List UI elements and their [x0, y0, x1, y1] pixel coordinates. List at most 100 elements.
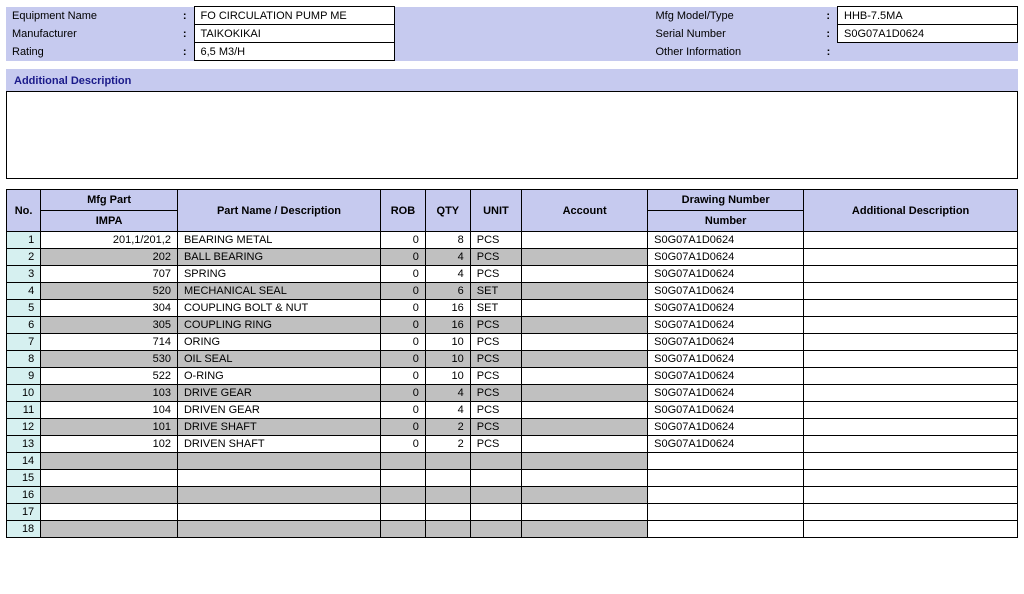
cell-qty[interactable]: 4	[425, 249, 470, 266]
cell-account[interactable]	[522, 351, 648, 368]
cell-mfg-part[interactable]	[41, 504, 178, 521]
cell-account[interactable]	[522, 419, 648, 436]
cell-rob[interactable]: 0	[381, 232, 426, 249]
cell-account[interactable]	[522, 402, 648, 419]
cell-unit[interactable]: PCS	[470, 266, 521, 283]
cell-part-name[interactable]	[177, 453, 380, 470]
cell-unit[interactable]: SET	[470, 283, 521, 300]
cell-qty[interactable]: 10	[425, 351, 470, 368]
cell-unit[interactable]: PCS	[470, 232, 521, 249]
cell-additional-description[interactable]	[804, 334, 1018, 351]
cell-account[interactable]	[522, 300, 648, 317]
cell-mfg-part[interactable]: 714	[41, 334, 178, 351]
cell-additional-description[interactable]	[804, 232, 1018, 249]
cell-mfg-part[interactable]: 304	[41, 300, 178, 317]
cell-additional-description[interactable]	[804, 283, 1018, 300]
cell-part-name[interactable]: O-RING	[177, 368, 380, 385]
cell-qty[interactable]	[425, 504, 470, 521]
cell-rob[interactable]	[381, 470, 426, 487]
cell-rob[interactable]	[381, 453, 426, 470]
cell-qty[interactable]: 8	[425, 232, 470, 249]
cell-drawing-number[interactable]: S0G07A1D0624	[648, 351, 804, 368]
cell-qty[interactable]	[425, 453, 470, 470]
cell-additional-description[interactable]	[804, 504, 1018, 521]
cell-drawing-number[interactable]: S0G07A1D0624	[648, 249, 804, 266]
cell-additional-description[interactable]	[804, 266, 1018, 283]
cell-qty[interactable]: 2	[425, 419, 470, 436]
cell-unit[interactable]	[470, 470, 521, 487]
cell-mfg-part[interactable]: 201,1/201,2	[41, 232, 178, 249]
cell-drawing-number[interactable]: S0G07A1D0624	[648, 283, 804, 300]
cell-drawing-number[interactable]: S0G07A1D0624	[648, 385, 804, 402]
cell-account[interactable]	[522, 436, 648, 453]
cell-part-name[interactable]: DRIVEN GEAR	[177, 402, 380, 419]
cell-mfg-part[interactable]: 530	[41, 351, 178, 368]
cell-drawing-number[interactable]: S0G07A1D0624	[648, 300, 804, 317]
cell-qty[interactable]: 4	[425, 402, 470, 419]
cell-account[interactable]	[522, 487, 648, 504]
cell-drawing-number[interactable]: S0G07A1D0624	[648, 334, 804, 351]
cell-part-name[interactable]: SPRING	[177, 266, 380, 283]
cell-mfg-part[interactable]: 104	[41, 402, 178, 419]
cell-drawing-number[interactable]	[648, 487, 804, 504]
cell-part-name[interactable]: ORING	[177, 334, 380, 351]
cell-part-name[interactable]	[177, 521, 380, 538]
cell-rob[interactable]: 0	[381, 266, 426, 283]
cell-mfg-part[interactable]: 101	[41, 419, 178, 436]
cell-account[interactable]	[522, 266, 648, 283]
cell-qty[interactable]	[425, 521, 470, 538]
cell-part-name[interactable]: DRIVEN SHAFT	[177, 436, 380, 453]
cell-mfg-part[interactable]: 103	[41, 385, 178, 402]
cell-qty[interactable]: 10	[425, 368, 470, 385]
cell-drawing-number[interactable]: S0G07A1D0624	[648, 266, 804, 283]
cell-account[interactable]	[522, 368, 648, 385]
cell-unit[interactable]: PCS	[470, 334, 521, 351]
cell-additional-description[interactable]	[804, 419, 1018, 436]
cell-qty[interactable]	[425, 470, 470, 487]
cell-part-name[interactable]: OIL SEAL	[177, 351, 380, 368]
cell-rob[interactable]: 0	[381, 402, 426, 419]
cell-additional-description[interactable]	[804, 521, 1018, 538]
cell-qty[interactable]: 16	[425, 317, 470, 334]
cell-additional-description[interactable]	[804, 368, 1018, 385]
cell-part-name[interactable]: MECHANICAL SEAL	[177, 283, 380, 300]
cell-unit[interactable]: PCS	[470, 351, 521, 368]
cell-drawing-number[interactable]: S0G07A1D0624	[648, 402, 804, 419]
cell-part-name[interactable]	[177, 504, 380, 521]
cell-additional-description[interactable]	[804, 317, 1018, 334]
cell-part-name[interactable]	[177, 470, 380, 487]
cell-rob[interactable]: 0	[381, 317, 426, 334]
cell-mfg-part[interactable]: 707	[41, 266, 178, 283]
cell-rob[interactable]: 0	[381, 283, 426, 300]
cell-additional-description[interactable]	[804, 436, 1018, 453]
cell-additional-description[interactable]	[804, 470, 1018, 487]
cell-unit[interactable]: PCS	[470, 436, 521, 453]
cell-account[interactable]	[522, 470, 648, 487]
cell-rob[interactable]	[381, 487, 426, 504]
cell-part-name[interactable]: DRIVE GEAR	[177, 385, 380, 402]
cell-mfg-part[interactable]: 305	[41, 317, 178, 334]
cell-account[interactable]	[522, 283, 648, 300]
cell-additional-description[interactable]	[804, 300, 1018, 317]
cell-drawing-number[interactable]	[648, 470, 804, 487]
cell-additional-description[interactable]	[804, 351, 1018, 368]
cell-mfg-part[interactable]	[41, 453, 178, 470]
cell-qty[interactable]	[425, 487, 470, 504]
cell-drawing-number[interactable]	[648, 521, 804, 538]
cell-additional-description[interactable]	[804, 453, 1018, 470]
cell-rob[interactable]: 0	[381, 385, 426, 402]
cell-account[interactable]	[522, 232, 648, 249]
cell-drawing-number[interactable]	[648, 504, 804, 521]
cell-drawing-number[interactable]: S0G07A1D0624	[648, 368, 804, 385]
cell-unit[interactable]	[470, 487, 521, 504]
cell-unit[interactable]: PCS	[470, 385, 521, 402]
cell-additional-description[interactable]	[804, 249, 1018, 266]
cell-additional-description[interactable]	[804, 402, 1018, 419]
cell-account[interactable]	[522, 249, 648, 266]
cell-account[interactable]	[522, 334, 648, 351]
cell-unit[interactable]: PCS	[470, 249, 521, 266]
cell-rob[interactable]: 0	[381, 334, 426, 351]
cell-qty[interactable]: 10	[425, 334, 470, 351]
cell-qty[interactable]: 4	[425, 266, 470, 283]
cell-mfg-part[interactable]: 522	[41, 368, 178, 385]
